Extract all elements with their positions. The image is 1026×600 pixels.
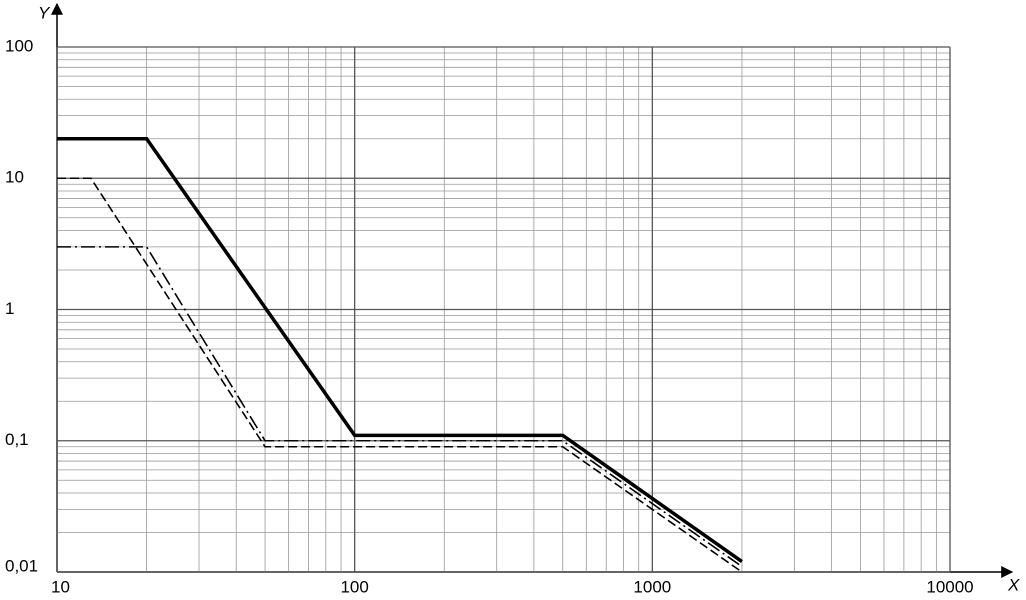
- x-tick-label: 10000: [926, 577, 973, 596]
- y-axis-label: Y: [38, 3, 51, 22]
- x-tick-label: 100: [340, 577, 368, 596]
- y-tick-label: 100: [5, 36, 33, 55]
- series-line: [57, 177, 743, 573]
- y-tick-label: 0,1: [5, 430, 29, 449]
- series-line: [57, 246, 743, 568]
- x-tick-label: 1000: [633, 577, 671, 596]
- series-line: [57, 136, 743, 564]
- y-tick-label: 1: [5, 299, 14, 318]
- y-tick-label: 0,01: [5, 556, 38, 575]
- x-tick-label: 10: [51, 577, 70, 596]
- y-tick-label: 10: [5, 168, 24, 187]
- x-axis-label: X: [1007, 575, 1020, 594]
